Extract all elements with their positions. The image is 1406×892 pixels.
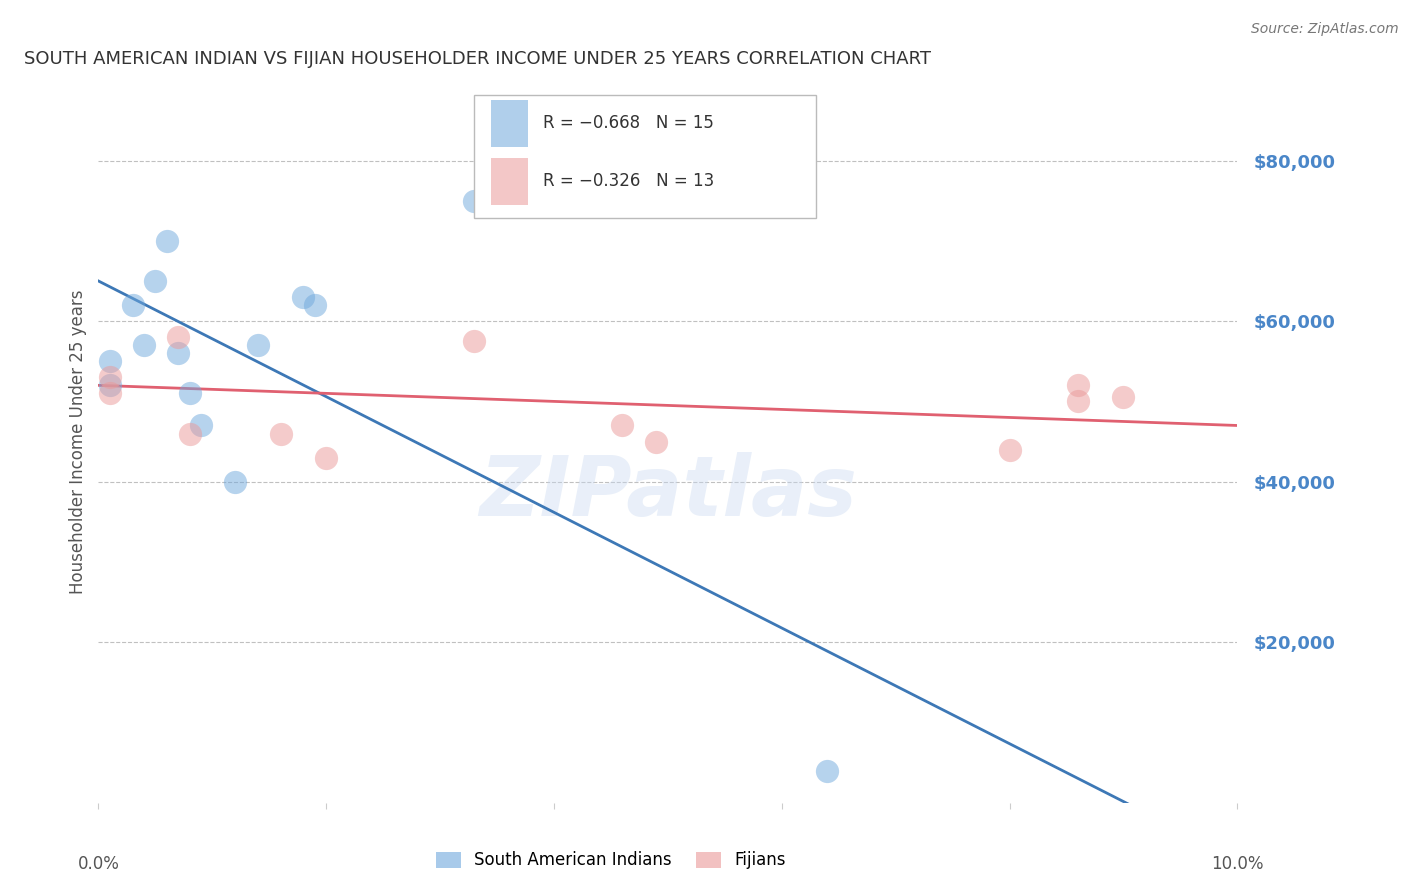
Point xyxy=(612,418,634,433)
Point xyxy=(1067,378,1090,392)
Point xyxy=(156,234,179,248)
Point xyxy=(167,346,190,360)
Point xyxy=(315,450,337,465)
Point xyxy=(145,274,167,288)
FancyBboxPatch shape xyxy=(491,100,527,147)
Point xyxy=(815,764,838,778)
Point xyxy=(998,442,1021,457)
Point xyxy=(190,418,212,433)
Text: SOUTH AMERICAN INDIAN VS FIJIAN HOUSEHOLDER INCOME UNDER 25 YEARS CORRELATION CH: SOUTH AMERICAN INDIAN VS FIJIAN HOUSEHOL… xyxy=(24,50,931,68)
Point xyxy=(132,338,155,352)
Point xyxy=(121,298,143,312)
Text: R = −0.326   N = 13: R = −0.326 N = 13 xyxy=(543,172,714,190)
Point xyxy=(179,426,201,441)
FancyBboxPatch shape xyxy=(491,158,527,205)
Y-axis label: Householder Income Under 25 years: Householder Income Under 25 years xyxy=(69,289,87,594)
Point xyxy=(304,298,326,312)
Point xyxy=(1067,394,1090,409)
Legend: South American Indians, Fijians: South American Indians, Fijians xyxy=(427,843,794,878)
Point xyxy=(224,475,246,489)
Point xyxy=(292,290,315,304)
Text: ZIPatlas: ZIPatlas xyxy=(479,451,856,533)
Point xyxy=(98,370,121,384)
Point xyxy=(463,194,485,208)
Point xyxy=(246,338,269,352)
Point xyxy=(645,434,668,449)
Text: 0.0%: 0.0% xyxy=(77,855,120,873)
Point xyxy=(98,378,121,392)
Point xyxy=(463,334,485,348)
Text: 10.0%: 10.0% xyxy=(1211,855,1264,873)
Point xyxy=(167,330,190,344)
Text: R = −0.668   N = 15: R = −0.668 N = 15 xyxy=(543,114,713,132)
Point xyxy=(179,386,201,401)
Point xyxy=(98,354,121,368)
FancyBboxPatch shape xyxy=(474,95,815,218)
Point xyxy=(98,386,121,401)
Point xyxy=(1112,390,1135,404)
Point xyxy=(270,426,292,441)
Text: Source: ZipAtlas.com: Source: ZipAtlas.com xyxy=(1251,22,1399,37)
